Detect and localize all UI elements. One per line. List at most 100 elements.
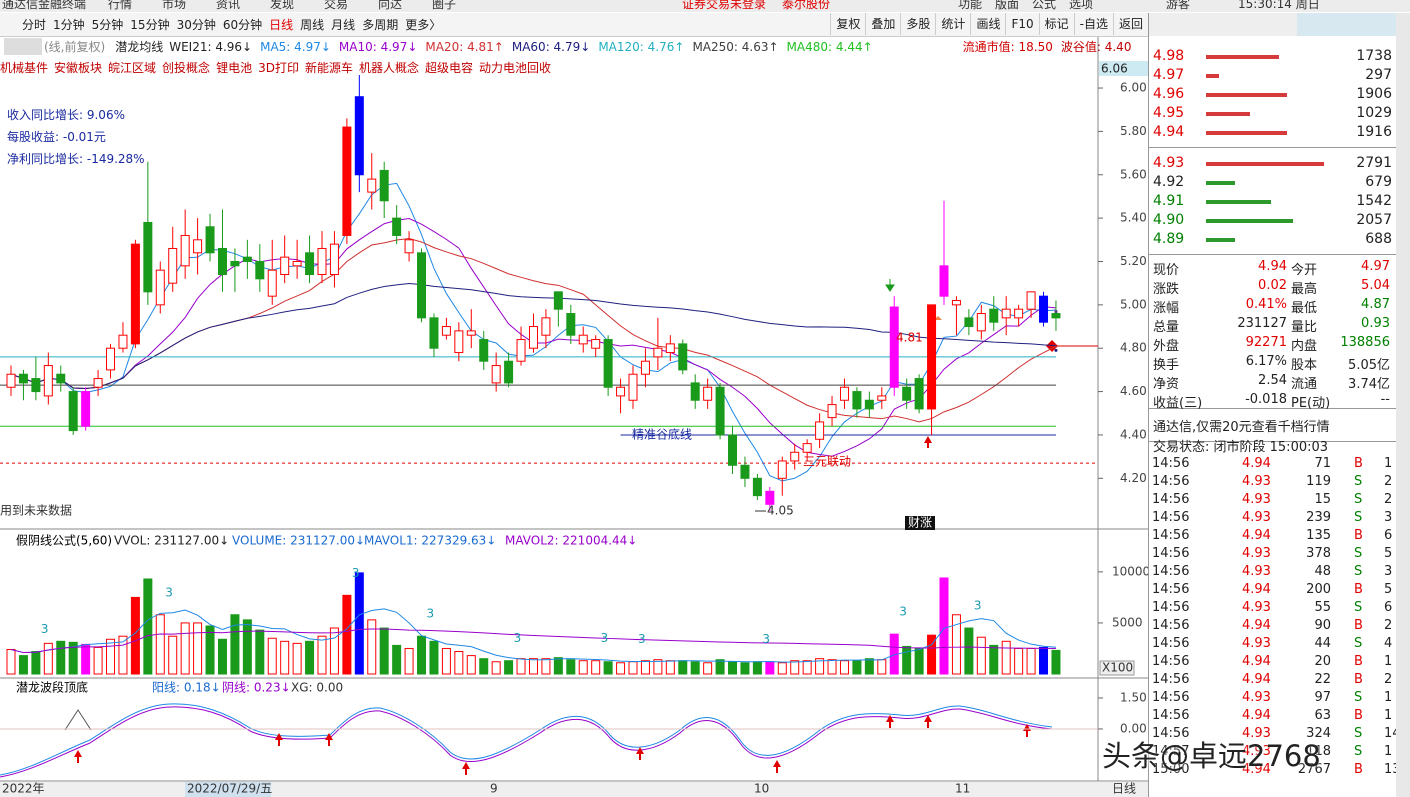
menu-item[interactable]: 向达	[378, 0, 403, 11]
trade-cell: 14:56	[1152, 636, 1190, 651]
period-tab[interactable]: 周线	[300, 18, 325, 32]
trade-cell: 2	[1384, 474, 1393, 489]
menu-item[interactable]: 公式	[1032, 0, 1057, 11]
quote-cell: 5.04	[1361, 278, 1390, 293]
oscillator-curve	[0, 706, 1053, 778]
candle-body	[640, 360, 650, 375]
menu-item[interactable]: 市场	[162, 0, 187, 11]
tool-button[interactable]: F10	[1005, 13, 1038, 35]
candle-body	[678, 343, 688, 371]
quote-cell: 内盘	[1291, 339, 1318, 354]
menu-item[interactable]: 圈子	[432, 0, 457, 11]
tool-button[interactable]: 标记	[1038, 13, 1074, 35]
tool-button[interactable]: 画线	[970, 13, 1005, 35]
concept-tag[interactable]: 新能源车	[304, 61, 353, 75]
tool-button[interactable]: 复权	[830, 13, 865, 35]
trade-cell: 4.93	[1242, 510, 1271, 525]
menu-item[interactable]: 功能	[958, 0, 983, 11]
volume-bar	[68, 641, 78, 675]
period-tab[interactable]: 日线	[269, 18, 294, 32]
candle-body	[1051, 313, 1061, 319]
concept-tag[interactable]: 机械基件	[0, 61, 49, 75]
candle-body	[56, 373, 66, 384]
toolbar: 分时 1分钟 5分钟 15分钟 30分钟 60分钟 日线 周线 月线 多周期 更多〉 复权 叠加 多股 统计…	[0, 13, 1148, 37]
trade-cell: 14:56	[1152, 726, 1190, 741]
book-volume: 1906	[1356, 86, 1392, 102]
concept-tag[interactable]: 超级电容	[425, 61, 474, 75]
period-tab[interactable]: 月线	[331, 18, 356, 32]
volume-bar	[491, 661, 501, 675]
menu-item[interactable]: 行情	[108, 0, 133, 11]
book-volume: 688	[1365, 231, 1392, 247]
menu-item[interactable]: 交易	[324, 0, 349, 11]
candle-body	[106, 347, 116, 371]
menu-item[interactable]: 发现	[270, 0, 295, 11]
tool-button[interactable]: 统计	[935, 13, 970, 35]
panel-title: 假阴线公式(5,60)	[16, 534, 112, 548]
period-tab[interactable]: 60分钟	[222, 18, 263, 32]
trade-cell: S	[1354, 744, 1363, 759]
annotation: 4.81	[896, 331, 923, 345]
candle-body	[367, 178, 377, 193]
period-tab[interactable]: 分时	[22, 18, 47, 32]
volume-bar	[130, 596, 140, 675]
indicator-value: MA120: 4.76↑	[598, 40, 685, 54]
trade-cell: S	[1354, 600, 1363, 615]
volume-marker: 3	[427, 607, 435, 621]
volume-bar	[790, 660, 800, 675]
trade-cell: 5	[1384, 546, 1393, 561]
candle-body	[217, 247, 227, 275]
volume-bar	[379, 627, 389, 675]
tool-button[interactable]: -自选	[1073, 13, 1113, 35]
menu-item[interactable]: 版面	[995, 0, 1020, 11]
signal-diamond	[1046, 340, 1058, 352]
period-tab[interactable]: 更多〉	[405, 18, 442, 32]
volume-bar	[193, 622, 203, 675]
period-tab[interactable]: 1分钟	[53, 18, 85, 32]
menu-item[interactable]: 通达信金融终端	[2, 0, 87, 11]
trade-cell: 4.94	[1242, 672, 1271, 687]
trade-cell: 118	[1306, 744, 1331, 759]
volume-bar	[927, 634, 937, 675]
volume-bar	[815, 658, 825, 675]
candle-body	[454, 330, 464, 354]
tool-button[interactable]: 叠加	[865, 13, 900, 35]
volume-marker: 3	[899, 605, 907, 619]
signal-arrow	[924, 436, 932, 448]
indicator-value: MA10: 4.97↓	[338, 40, 418, 54]
candle-body	[790, 451, 800, 462]
period-tabs: 分时 1分钟 5分钟 15分钟 30分钟 60分钟 日线 周线 月线 多周期 更多〉	[22, 16, 448, 33]
concept-tag[interactable]: 锂电池	[216, 61, 253, 75]
concept-tag[interactable]: 机器人概念	[358, 61, 419, 75]
trade-cell: 1	[1384, 690, 1393, 705]
trade-cell: 4.94	[1242, 762, 1271, 777]
concept-tag[interactable]: 安徽板块	[54, 61, 103, 75]
period-tab[interactable]: 5分钟	[91, 18, 124, 32]
period-tab[interactable]: 30分钟	[176, 18, 216, 32]
volume-bar	[728, 661, 738, 675]
candle-body	[976, 313, 986, 332]
tool-button[interactable]: 多股	[900, 13, 935, 35]
concept-tag[interactable]: 3D打印	[258, 61, 299, 75]
unit-box	[1099, 660, 1135, 676]
menu-item[interactable]: 游客	[1166, 0, 1191, 11]
menu-item[interactable]: 资讯	[216, 0, 241, 11]
trade-cell: B	[1354, 456, 1363, 471]
volume-bar	[56, 640, 66, 675]
period-tab[interactable]: 15分钟	[130, 18, 170, 32]
tool-button[interactable]: 返回	[1112, 13, 1148, 35]
volume-bar	[740, 662, 750, 675]
panel-value: VOLUME: 231127.00↓	[232, 534, 365, 548]
concept-tag[interactable]: 皖江区域	[108, 61, 157, 75]
period-tab[interactable]: 多周期	[362, 18, 399, 32]
trade-cell: 5	[1384, 582, 1393, 597]
quote-cell: 3.74亿	[1348, 377, 1390, 392]
menu-item[interactable]: 15:30:14 周日	[1238, 0, 1320, 11]
concept-tag[interactable]: 动力电池回收	[479, 61, 552, 75]
volume-bar	[1039, 646, 1049, 675]
trade-cell: 2	[1384, 492, 1393, 507]
menu-item[interactable]: 选项	[1069, 0, 1094, 11]
concept-tag[interactable]: 创投概念	[162, 61, 211, 75]
volume-bar	[802, 660, 812, 675]
y-tick-label: 4.40	[1120, 427, 1147, 441]
